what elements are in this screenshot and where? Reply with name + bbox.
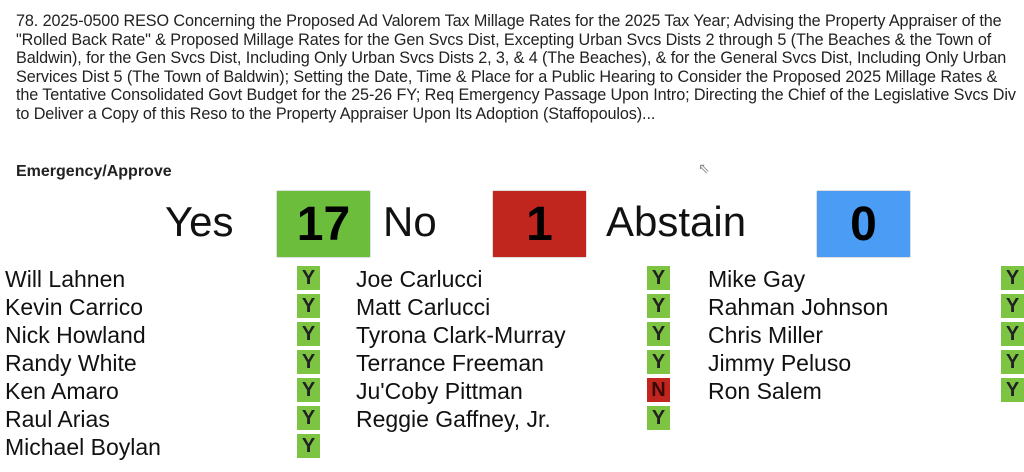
vote-badge: Y [647, 350, 670, 374]
member-row: Jimmy Peluso Y [708, 348, 1024, 376]
member-row: Randy White Y [5, 348, 325, 376]
yes-count: 17 [277, 191, 370, 257]
member-name: Ron Salem [708, 378, 822, 404]
member-row: Joe Carlucci Y [356, 264, 676, 292]
member-column: Will Lahnen Y Kevin Carrico Y Nick Howland Y R… [5, 264, 325, 460]
member-column: Mike Gay Y Rahman Johnson Y Chris Miller Y Jim… [708, 264, 1024, 404]
member-row: Tyrona Clark-Murray Y [356, 320, 676, 348]
vote-badge: Y [297, 378, 320, 402]
vote-badge: N [647, 378, 670, 402]
member-name: Reggie Gaffney, Jr. [356, 406, 551, 432]
member-name: Raul Arias [5, 406, 110, 432]
member-row: Ju'Coby Pittman N [356, 376, 676, 404]
member-column: Joe Carlucci Y Matt Carlucci Y Tyrona Clark-… [356, 264, 676, 432]
no-count: 1 [493, 191, 586, 257]
member-row: Rahman Johnson Y [708, 292, 1024, 320]
member-name: Will Lahnen [5, 266, 126, 292]
vote-type: Emergency/Approve [16, 163, 172, 180]
vote-badge: Y [297, 406, 320, 430]
member-row: Raul Arias Y [5, 404, 325, 432]
vote-badge: Y [297, 434, 320, 458]
member-row: Mike Gay Y [708, 264, 1024, 292]
member-row: Michael Boylan Y [5, 432, 325, 460]
member-name: Matt Carlucci [356, 294, 491, 320]
member-name: Tyrona Clark-Murray [356, 322, 566, 348]
member-name: Rahman Johnson [708, 294, 889, 320]
member-name: Michael Boylan [5, 434, 161, 460]
member-row: Chris Miller Y [708, 320, 1024, 348]
vote-badge: Y [1001, 322, 1024, 346]
vote-badge: Y [1001, 350, 1024, 374]
member-row: Nick Howland Y [5, 320, 325, 348]
item-description: 78. 2025-0500 RESO Concerning the Propos… [16, 12, 1016, 123]
abstain-count: 0 [817, 191, 910, 257]
abstain-label: Abstain [606, 198, 747, 245]
member-row: Kevin Carrico Y [5, 292, 325, 320]
member-name: Mike Gay [708, 266, 806, 292]
vote-badge: Y [647, 322, 670, 346]
vote-badge: Y [297, 294, 320, 318]
member-name: Terrance Freeman [356, 350, 544, 376]
member-name: Randy White [5, 350, 137, 376]
member-name: Kevin Carrico [5, 294, 144, 320]
member-name: Nick Howland [5, 322, 146, 348]
no-label: No [383, 198, 437, 245]
member-row: Matt Carlucci Y [356, 292, 676, 320]
yes-label: Yes [165, 198, 234, 245]
mouse-cursor-icon: ⇖ [698, 160, 710, 176]
member-row: Terrance Freeman Y [356, 348, 676, 376]
member-row: Will Lahnen Y [5, 264, 325, 292]
vote-badge: Y [1001, 294, 1024, 318]
vote-badge: Y [297, 322, 320, 346]
member-name: Joe Carlucci [356, 266, 483, 292]
member-row: Ken Amaro Y [5, 376, 325, 404]
vote-badge: Y [297, 266, 320, 290]
vote-badge: Y [647, 294, 670, 318]
vote-badge: Y [1001, 378, 1024, 402]
member-name: Chris Miller [708, 322, 823, 348]
vote-badge: Y [647, 266, 670, 290]
member-name: Ken Amaro [5, 378, 119, 404]
vote-badge: Y [1001, 266, 1024, 290]
member-row: Reggie Gaffney, Jr. Y [356, 404, 676, 432]
member-name: Jimmy Peluso [708, 350, 852, 376]
member-name: Ju'Coby Pittman [356, 378, 523, 404]
vote-badge: Y [647, 406, 670, 430]
vote-badge: Y [297, 350, 320, 374]
member-row: Ron Salem Y [708, 376, 1024, 404]
